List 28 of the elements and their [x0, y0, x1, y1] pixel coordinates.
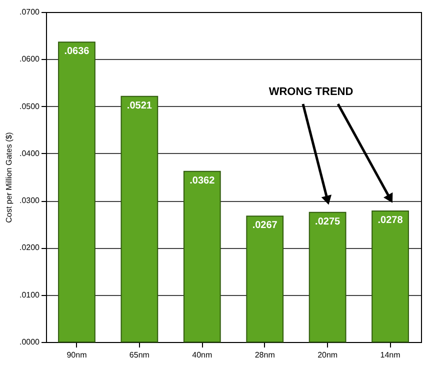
y-tick-label: .0100 [19, 290, 40, 300]
y-tick-label: .0300 [19, 196, 40, 206]
data-label: .0362 [190, 175, 216, 186]
data-label: .0521 [126, 100, 152, 112]
y-tick-label: .0500 [19, 102, 40, 111]
y-tick-label: .0200 [19, 243, 40, 252]
x-tick-label: 28nm [254, 350, 276, 360]
bar [246, 216, 284, 342]
bar [120, 96, 158, 342]
bar [58, 42, 96, 342]
x-tick-label: 20nm [318, 350, 338, 360]
x-tick-label: 90nm [66, 350, 88, 360]
data-label: .0278 [378, 214, 404, 226]
x-tick-label: 65nm [129, 350, 150, 360]
bar [308, 212, 346, 342]
y-axis-title: Cost per Million Gates ($) [4, 132, 14, 223]
data-label: .0636 [64, 46, 90, 58]
bar [183, 170, 221, 342]
bar [372, 210, 409, 342]
y-tick-label: .0000 [19, 338, 40, 346]
x-tick-label: 14nm [380, 350, 401, 360]
y-tick-label: .0600 [19, 54, 40, 64]
annotation: WRONG TREND [268, 86, 354, 98]
data-label: .0275 [315, 216, 341, 228]
y-tick-label: .0400 [19, 148, 40, 158]
x-tick-label: 40nm [192, 350, 212, 360]
data-label: .0267 [252, 220, 278, 232]
y-tick-label: .0700 [19, 8, 40, 16]
